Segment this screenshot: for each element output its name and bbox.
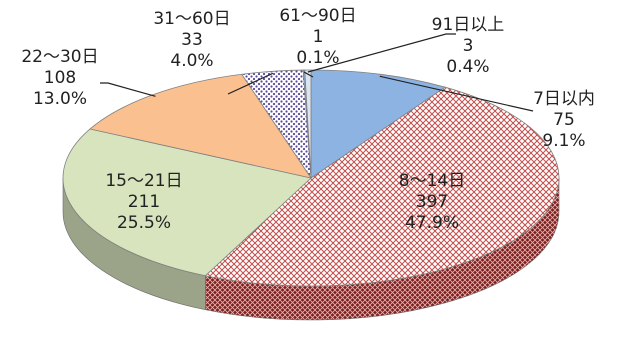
slice-3-category-label: 15～21日 — [105, 171, 182, 191]
slice-3-top — [62, 128, 312, 277]
slice-7-category-label: 91日以上 — [432, 15, 505, 35]
slice-3-count-label: 211 — [128, 192, 160, 212]
slice-7-leader-line — [307, 33, 456, 73]
slice-6-category-label: 61～90日 — [279, 6, 356, 26]
slice-4-top — [89, 73, 312, 179]
slice-6-percent-label: 0.1% — [296, 48, 339, 68]
slice-6-leader-line — [303, 71, 314, 78]
slice-5-leader-line — [227, 72, 274, 95]
slice-5-count-label: 33 — [181, 30, 203, 50]
leader-lines — [100, 33, 534, 112]
slice-5-percent-label: 4.0% — [170, 51, 213, 71]
slice-1-top — [310, 69, 447, 179]
slice-1-leader-line — [379, 75, 534, 112]
slice-1-percent-label: 9.1% — [542, 131, 585, 151]
slice-1-category-label: 7日以内 — [533, 89, 595, 109]
slice-4-leader-line — [100, 82, 156, 97]
slice-2-count-label: 397 — [416, 192, 448, 212]
slice-2-category-label: 8～14日 — [399, 171, 465, 191]
slice-7-top — [304, 69, 312, 179]
slice-3-percent-label: 25.5% — [117, 213, 171, 233]
slice-7-count-label: 3 — [463, 36, 474, 56]
slice-4-category-label: 22～30日 — [21, 47, 98, 67]
slice-6-count-label: 1 — [313, 27, 324, 47]
slice-5-category-label: 31～60日 — [153, 9, 230, 29]
slice-4-count-label: 108 — [44, 68, 76, 88]
slice-2-percent-label: 47.9% — [405, 213, 459, 233]
slice-7-percent-label: 0.4% — [446, 57, 489, 77]
slice-1-count-label: 75 — [553, 110, 575, 130]
slice-4-percent-label: 13.0% — [33, 89, 87, 109]
slice-2-top — [204, 86, 560, 287]
pie-slices — [62, 69, 560, 287]
